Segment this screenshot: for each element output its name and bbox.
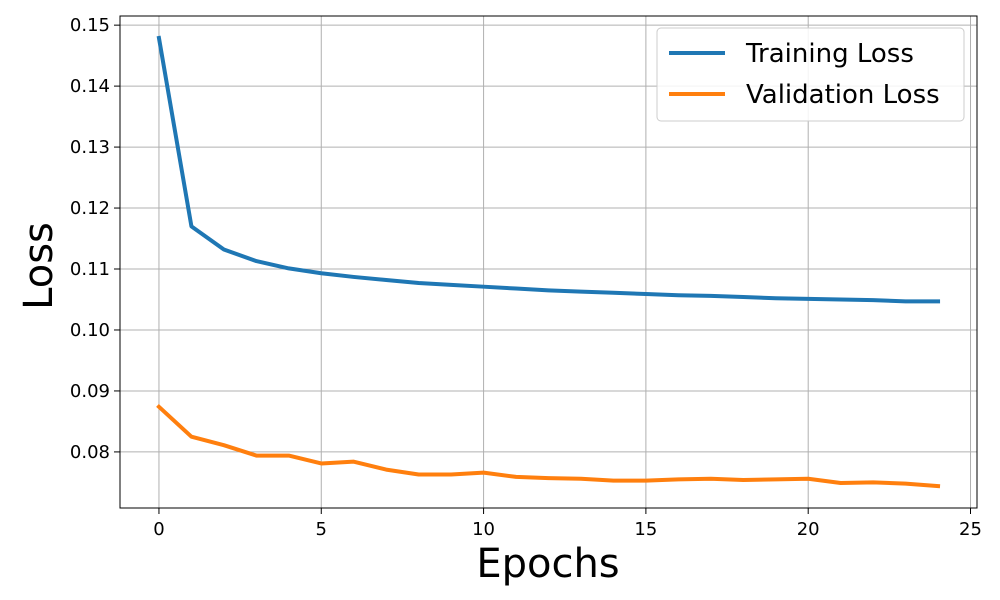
y-tick-label: 0.12 xyxy=(70,198,110,219)
legend-label-training-loss: Training Loss xyxy=(745,39,914,69)
y-tick-label: 0.15 xyxy=(70,15,110,36)
y-tick-label: 0.13 xyxy=(70,137,110,158)
plot-frame xyxy=(119,15,978,509)
x-tick-label: 20 xyxy=(797,519,820,540)
x-axis-title: Epochs xyxy=(476,541,619,587)
series-layer xyxy=(156,35,941,489)
y-tick-label: 0.11 xyxy=(70,259,110,280)
legend-box xyxy=(656,27,965,122)
y-tick-label: 0.10 xyxy=(70,320,110,341)
legend-label-validation-loss: Validation Loss xyxy=(746,80,940,110)
legend: Training Loss Validation Loss xyxy=(656,27,965,122)
series-line-training-loss xyxy=(156,35,941,304)
y-tick-label: 0.08 xyxy=(70,442,110,463)
series-line-validation-loss xyxy=(156,403,941,489)
x-tick-label: 25 xyxy=(959,519,982,540)
x-tick-label: 10 xyxy=(472,519,495,540)
axis-ticks: 0 5 10 15 20 25 0.08 0.09 0.10 0.11 0.12 0.13 0.14 0.… xyxy=(70,15,982,540)
x-tick-label: 0 xyxy=(153,519,164,540)
y-tick-label: 0.09 xyxy=(70,381,110,402)
x-tick-label: 15 xyxy=(634,519,657,540)
x-tick-label: 5 xyxy=(316,519,327,540)
y-axis-title: Loss xyxy=(16,222,62,310)
y-tick-label: 0.14 xyxy=(70,76,110,97)
